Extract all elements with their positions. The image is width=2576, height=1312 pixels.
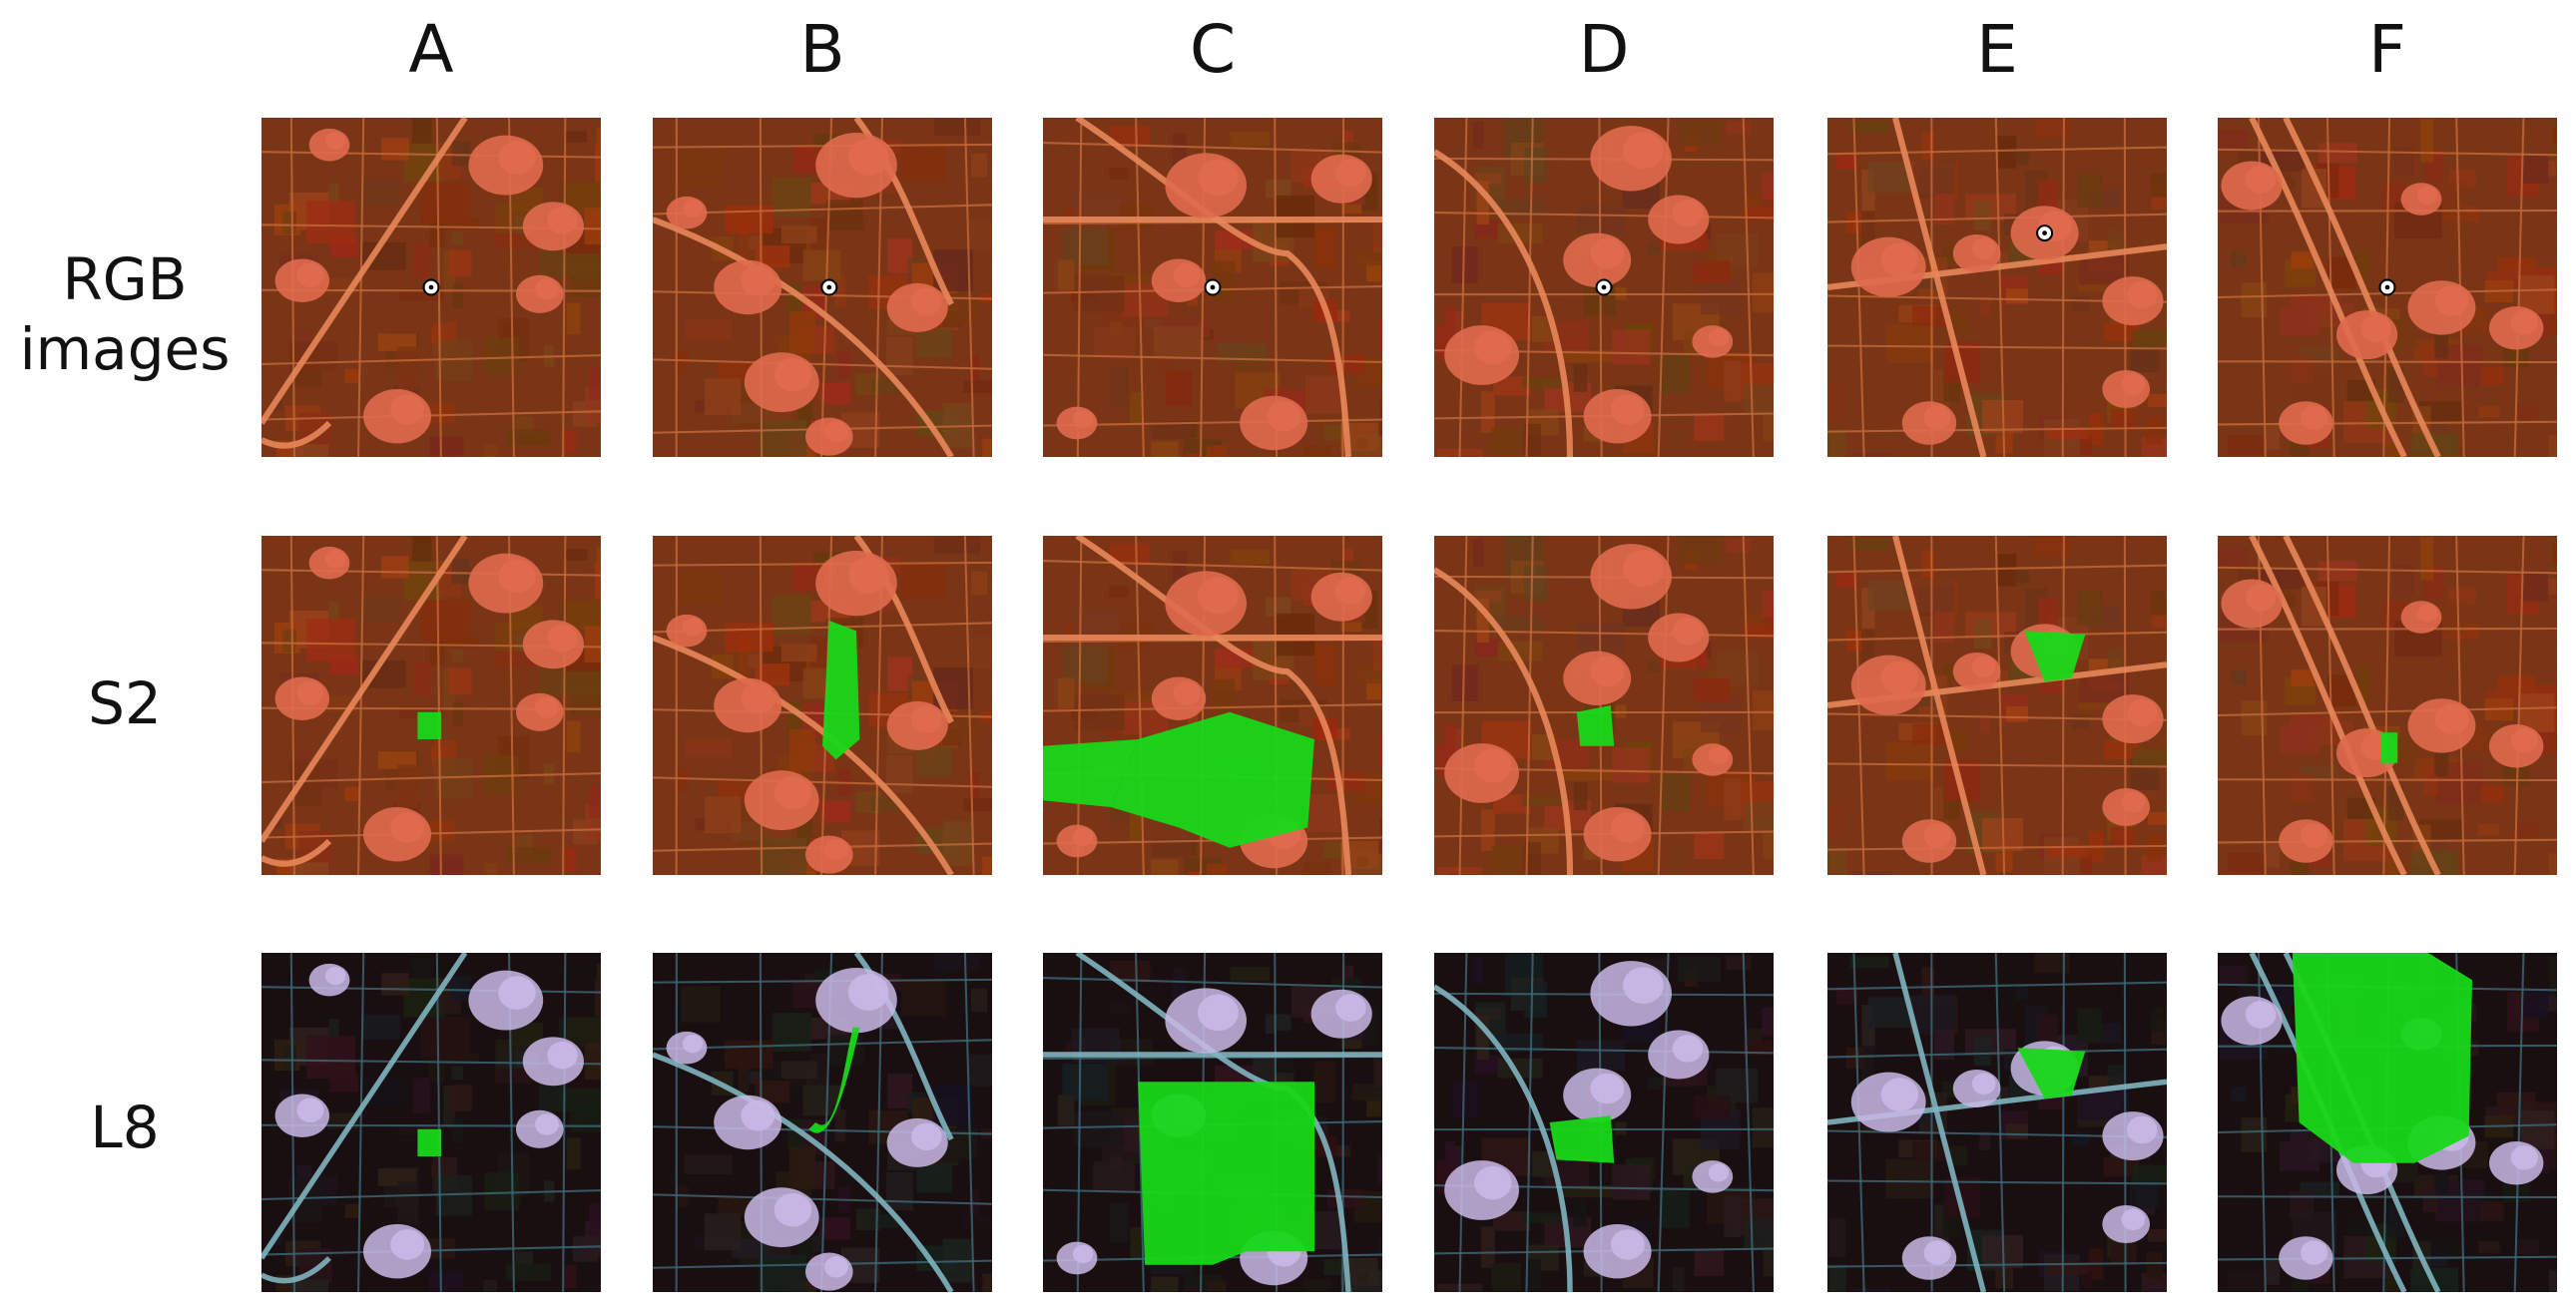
image-rgb-f — [2218, 118, 2557, 457]
detection-region — [2024, 631, 2086, 682]
image-rgb-d — [1434, 118, 1774, 457]
column-label-b: B — [799, 11, 845, 88]
detection-region — [1138, 1082, 1314, 1265]
detection-region — [1549, 1115, 1615, 1163]
image-l8-a — [261, 953, 601, 1292]
image-l8-e-canvas — [1827, 953, 2167, 1292]
column-label-e: E — [1976, 11, 2018, 88]
image-s2-d-canvas — [1434, 536, 1774, 875]
image-l8-f — [2218, 953, 2557, 1292]
detection-region — [2017, 1048, 2086, 1099]
detection-region — [1043, 739, 1139, 807]
image-s2-f-canvas — [2218, 536, 2557, 875]
image-rgb-a — [261, 118, 601, 457]
detection-region — [1576, 705, 1615, 746]
image-l8-f-canvas — [2218, 953, 2557, 1292]
image-l8-e — [1827, 953, 2167, 1292]
detection-region — [417, 1128, 442, 1156]
row-label-l8: L8 — [90, 1093, 160, 1161]
image-rgb-a-canvas — [261, 118, 601, 457]
image-rgb-b — [653, 118, 992, 457]
column-label-c: C — [1189, 11, 1237, 88]
image-rgb-e-canvas — [1827, 118, 2167, 457]
image-rgb-c-canvas — [1043, 118, 1382, 457]
detection-region — [2292, 953, 2472, 1163]
image-s2-f — [2218, 536, 2557, 875]
image-l8-c-canvas — [1043, 953, 1382, 1292]
column-label-a: A — [408, 11, 454, 88]
image-rgb-c — [1043, 118, 1382, 457]
image-s2-e — [1827, 536, 2167, 875]
row-label-s2: S2 — [88, 669, 162, 737]
image-s2-c-canvas — [1043, 536, 1382, 875]
image-rgb-d-canvas — [1434, 118, 1774, 457]
detection-region — [1111, 711, 1314, 848]
detection-region — [2380, 732, 2398, 763]
image-s2-c — [1043, 536, 1382, 875]
image-l8-a-canvas — [261, 953, 601, 1292]
image-s2-d — [1434, 536, 1774, 875]
image-l8-b — [653, 953, 992, 1292]
column-label-d: D — [1578, 11, 1630, 88]
image-l8-d-canvas — [1434, 953, 1774, 1292]
image-s2-b — [653, 536, 992, 875]
image-l8-b-canvas — [653, 953, 992, 1292]
detection-region — [808, 1027, 860, 1133]
image-rgb-e — [1827, 118, 2167, 457]
image-s2-b-canvas — [653, 536, 992, 875]
image-rgb-b-canvas — [653, 118, 992, 457]
image-l8-d — [1434, 953, 1774, 1292]
image-s2-e-canvas — [1827, 536, 2167, 875]
image-s2-a-canvas — [261, 536, 601, 875]
image-rgb-f-canvas — [2218, 118, 2557, 457]
detection-region — [822, 621, 860, 760]
image-l8-c — [1043, 953, 1382, 1292]
detection-region — [417, 711, 442, 739]
column-label-f: F — [2368, 11, 2406, 88]
image-s2-a — [261, 536, 601, 875]
row-label-rgb: RGB images — [19, 245, 231, 383]
